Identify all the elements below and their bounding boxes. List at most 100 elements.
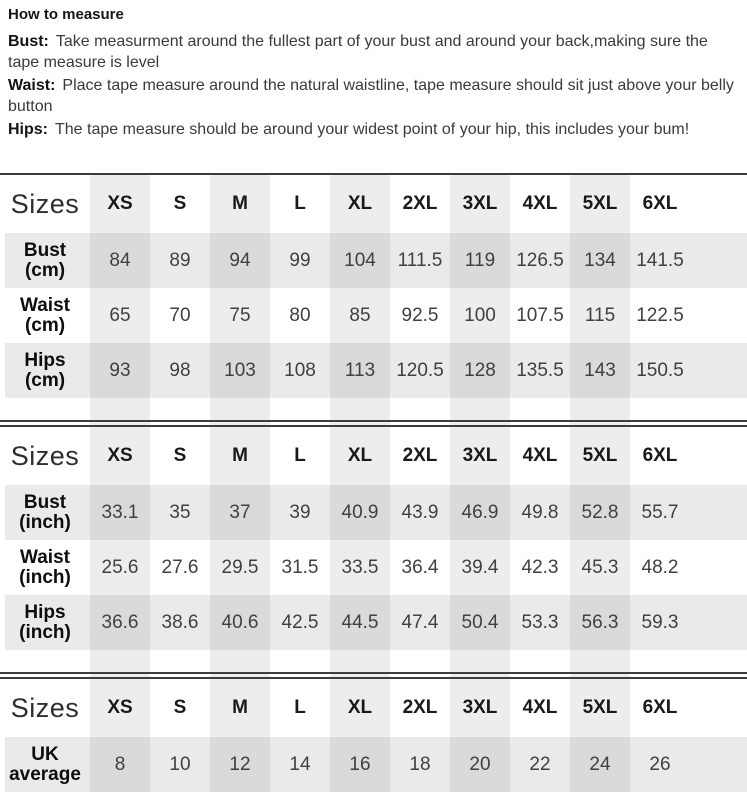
waist-inch-4xl: 42.3 xyxy=(521,556,559,578)
size-label-xl: XL xyxy=(347,193,373,214)
bust-cm-row: Bust (cm) 84 89 94 99 104 111.5 119 126.5… xyxy=(0,233,747,288)
bust-inch-5xl: 52.8 xyxy=(581,501,619,523)
size-label-3xl: 3XL xyxy=(462,193,498,214)
size-label-s: S xyxy=(173,697,187,718)
column-stripe-xs xyxy=(90,175,150,792)
waist-inch-xl: 33.5 xyxy=(341,556,379,578)
uk-average-5xl: 24 xyxy=(589,753,611,775)
bust-inch-2xl: 43.9 xyxy=(401,501,439,523)
size-label-6xl: 6XL xyxy=(642,445,678,466)
hips-inch-l: 42.5 xyxy=(281,611,319,633)
hips-cm-s: 98 xyxy=(169,359,191,381)
bust-cm-2xl: 111.5 xyxy=(397,249,443,271)
size-label-l: L xyxy=(294,445,306,466)
size-chart-tables: Sizes XS S M L XL 2XL 3XL 4XL 5XL 6XL Bu… xyxy=(0,173,747,792)
waist-inch-3xl: 39.4 xyxy=(461,556,499,578)
size-label-2xl: 2XL xyxy=(402,193,438,214)
waist-instruction-line2: button xyxy=(8,98,53,115)
size-label-6xl: 6XL xyxy=(642,697,678,718)
waist-inch-m: 29.5 xyxy=(221,556,259,578)
uk-average-4xl: 22 xyxy=(529,753,551,775)
waist-cm-s: 70 xyxy=(169,304,191,326)
waist-inch-5xl: 45.3 xyxy=(581,556,619,578)
hips-inch-xs: 36.6 xyxy=(101,611,139,633)
uk-average-s: 10 xyxy=(169,753,191,775)
hips-instruction-line1: Hips: The tape measure should be around y… xyxy=(8,121,690,138)
row-header-hips-cm: Hips (cm) xyxy=(24,349,66,391)
tables-stack: Sizes XS S M L XL 2XL 3XL 4XL 5XL 6XL Bu… xyxy=(0,173,747,792)
row-header-uk-average: UK average xyxy=(9,743,81,785)
uk-average-l: 14 xyxy=(289,753,311,775)
row-header-waist-cm: Waist (cm) xyxy=(20,294,70,336)
size-label-2xl: 2XL xyxy=(402,445,438,466)
bust-cm-3xl: 119 xyxy=(464,249,496,271)
waist-cm-2xl: 92.5 xyxy=(401,304,439,326)
column-stripe-xl xyxy=(330,175,390,792)
bust-inch-m: 37 xyxy=(229,501,251,523)
waist-cm-xs: 65 xyxy=(109,304,131,326)
size-label-3xl: 3XL xyxy=(462,697,498,718)
bust-cm-6xl: 141.5 xyxy=(636,249,684,271)
bust-inch-3xl: 46.9 xyxy=(461,501,499,523)
sizes-header: Sizes xyxy=(10,188,80,219)
waist-cm-3xl: 100 xyxy=(464,304,496,326)
hips-cm-3xl: 128 xyxy=(464,359,496,381)
size-label-l: L xyxy=(294,193,306,214)
column-stripes xyxy=(0,175,747,792)
size-label-xs: XS xyxy=(107,445,133,466)
waist-inch-2xl: 36.4 xyxy=(401,556,439,578)
waist-cm-5xl: 115 xyxy=(584,304,616,326)
size-label-xl: XL xyxy=(347,445,373,466)
hips-cm-xl: 113 xyxy=(344,359,376,381)
table-divider-rule-2 xyxy=(0,672,747,679)
section-title: How to measure xyxy=(8,6,124,23)
uk-average-3xl: 20 xyxy=(469,753,491,775)
size-label-3xl: 3XL xyxy=(462,445,498,466)
size-label-6xl: 6XL xyxy=(642,193,678,214)
waist-inch-6xl: 48.2 xyxy=(641,556,679,578)
hips-inch-3xl: 50.4 xyxy=(461,611,499,633)
hips-inch-4xl: 53.3 xyxy=(521,611,559,633)
waist-inch-row: Waist (inch) 25.6 27.6 29.5 31.5 33.5 36.… xyxy=(0,540,747,595)
waist-cm-6xl: 122.5 xyxy=(636,304,684,326)
size-label-5xl: 5XL xyxy=(582,697,618,718)
size-label-l: L xyxy=(294,697,306,718)
size-label-5xl: 5XL xyxy=(582,445,618,466)
cm-table-header-row: Sizes XS S M L XL 2XL 3XL 4XL 5XL 6XL xyxy=(0,175,747,233)
hips-inch-m: 40.6 xyxy=(221,611,259,633)
column-stripe-m xyxy=(210,175,270,792)
hips-cm-2xl: 120.5 xyxy=(396,359,444,381)
bust-cm-xl: 104 xyxy=(344,249,376,271)
uk-average-xs: 8 xyxy=(114,753,126,775)
table-gap xyxy=(0,398,747,420)
hips-cm-m: 103 xyxy=(224,359,256,381)
row-header-waist-inch: Waist (inch) xyxy=(19,546,71,588)
bust-inch-s: 35 xyxy=(169,501,191,523)
how-to-measure-section: How to measure Bust: Take measurment arou… xyxy=(0,0,747,140)
size-label-s: S xyxy=(173,193,187,214)
size-label-s: S xyxy=(173,445,187,466)
column-stripe-3xl xyxy=(450,175,510,792)
size-label-4xl: 4XL xyxy=(522,193,558,214)
size-label-m: M xyxy=(232,193,248,214)
hips-inch-5xl: 56.3 xyxy=(581,611,619,633)
uk-average-xl: 16 xyxy=(349,753,371,775)
waist-cm-4xl: 107.5 xyxy=(516,304,564,326)
uk-average-m: 12 xyxy=(229,753,251,775)
size-label-xs: XS xyxy=(107,193,133,214)
waist-instruction-line1: Waist: Place tape measure around the natu… xyxy=(8,77,734,94)
hips-inch-s: 38.6 xyxy=(161,611,199,633)
hips-inch-xl: 44.5 xyxy=(341,611,379,633)
waist-instruction: Waist: Place tape measure around the natu… xyxy=(8,75,747,117)
bust-cm-m: 94 xyxy=(229,249,251,271)
hips-cm-row: Hips (cm) 93 98 103 108 113 120.5 128 135… xyxy=(0,343,747,398)
hips-label: Hips: xyxy=(8,121,48,138)
hips-instruction: Hips: The tape measure should be around y… xyxy=(8,119,747,140)
bust-inch-row: Bust (inch) 33.1 35 37 39 40.9 43.9 46.9 … xyxy=(0,485,747,540)
uk-average-2xl: 18 xyxy=(409,753,431,775)
bust-cm-l: 99 xyxy=(289,249,311,271)
size-label-2xl: 2XL xyxy=(402,697,438,718)
uk-table-header-row: Sizes XS S M L XL 2XL 3XL 4XL 5XL 6XL xyxy=(0,679,747,737)
waist-label: Waist: xyxy=(8,77,56,94)
waist-cm-row: Waist (cm) 65 70 75 80 85 92.5 100 107.5 … xyxy=(0,288,747,343)
